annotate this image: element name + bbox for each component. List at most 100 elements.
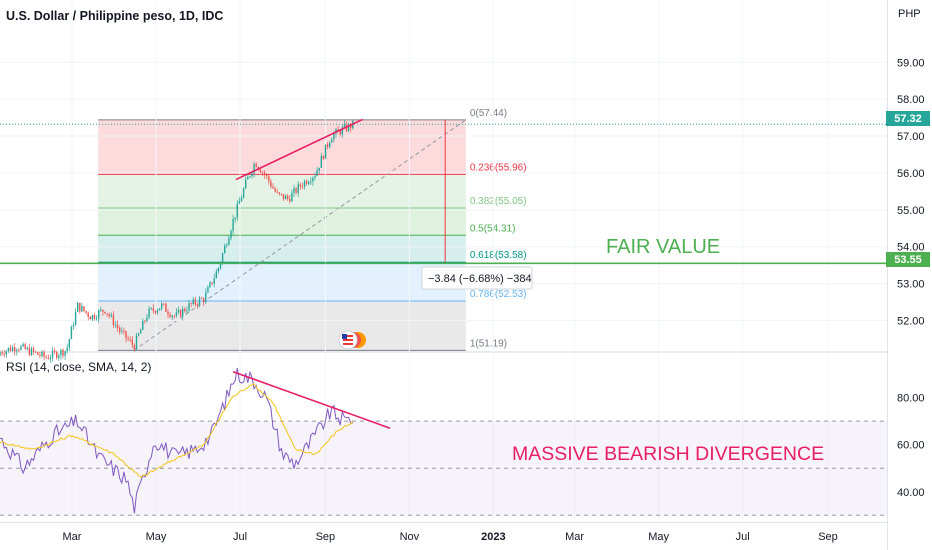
fib-zone bbox=[98, 262, 466, 301]
candle-body bbox=[5, 350, 7, 355]
fib-zone bbox=[98, 174, 466, 208]
candle-body bbox=[188, 303, 190, 311]
candle-body bbox=[135, 335, 138, 350]
candle-body bbox=[224, 245, 226, 254]
candle-body bbox=[263, 172, 266, 175]
candle-body bbox=[79, 302, 81, 312]
time-tick-label: Sep bbox=[818, 531, 838, 543]
candle-body bbox=[140, 329, 142, 334]
candle-body bbox=[234, 217, 236, 219]
candle-body bbox=[1, 352, 3, 354]
candle-body bbox=[51, 350, 54, 358]
candle-body bbox=[148, 308, 150, 318]
rsi-tick-label: 60.00 bbox=[897, 440, 925, 452]
candle-body bbox=[282, 194, 285, 200]
candle-body bbox=[221, 253, 224, 263]
rsi-divergence-trendline bbox=[232, 371, 391, 429]
price-tick-label: 54.00 bbox=[897, 242, 925, 254]
candle-body bbox=[242, 188, 245, 198]
candle-body bbox=[60, 349, 62, 356]
candle-body bbox=[102, 309, 104, 312]
fib-trend-line bbox=[133, 119, 467, 351]
candle-body bbox=[333, 133, 335, 140]
candle-body bbox=[219, 262, 222, 268]
candle-body bbox=[324, 144, 327, 159]
candle-body bbox=[20, 346, 22, 350]
candle-body bbox=[205, 292, 207, 302]
candle-body bbox=[70, 326, 73, 340]
candle-body bbox=[305, 181, 308, 185]
time-tick-label: May bbox=[146, 531, 167, 543]
candle-body bbox=[89, 316, 91, 320]
candle-body bbox=[0, 352, 1, 356]
candle-body bbox=[196, 304, 199, 306]
candle-body bbox=[347, 124, 350, 131]
time-tick-label: Jul bbox=[736, 531, 750, 543]
candle-body bbox=[64, 351, 66, 356]
candle-body bbox=[213, 278, 215, 284]
candle-body bbox=[320, 155, 322, 168]
fib-zone bbox=[98, 235, 466, 263]
candle-body bbox=[152, 308, 154, 311]
candle-body bbox=[198, 298, 201, 306]
candle-body bbox=[261, 172, 264, 174]
candle-body bbox=[329, 142, 331, 147]
candle-body bbox=[249, 176, 251, 178]
candle-body bbox=[104, 311, 106, 314]
currency-flag-icon bbox=[338, 330, 366, 350]
candle-body bbox=[194, 299, 196, 305]
fib-level-label: 0.5(54.31) bbox=[470, 223, 516, 234]
candle-body bbox=[150, 308, 152, 310]
candle-body bbox=[343, 124, 346, 128]
candle-body bbox=[173, 315, 175, 317]
candle-body bbox=[131, 339, 133, 346]
candle-body bbox=[49, 357, 52, 359]
candle-body bbox=[169, 314, 171, 317]
candle-body bbox=[236, 203, 238, 218]
candle-body bbox=[350, 124, 352, 129]
candle-body bbox=[95, 318, 98, 320]
fair-value-annotation: FAIR VALUE bbox=[606, 236, 720, 258]
candle-body bbox=[56, 351, 58, 358]
candle-body bbox=[74, 311, 77, 326]
time-tick-label: Sep bbox=[316, 531, 336, 543]
candle-body bbox=[144, 320, 146, 322]
candle-body bbox=[163, 303, 165, 305]
candle-body bbox=[247, 177, 249, 180]
candle-body bbox=[146, 317, 148, 321]
last-price-value: 57.32 bbox=[894, 113, 922, 125]
candle-body bbox=[230, 230, 232, 239]
candle-body bbox=[85, 311, 87, 313]
price-pane[interactable]: 0(57.44) 0.236(55.96) 0.382(55.05) 0.5(54.3… bbox=[0, 0, 887, 522]
candle-body bbox=[316, 170, 318, 176]
rsi-pane[interactable] bbox=[0, 368, 887, 516]
candle-body bbox=[179, 310, 182, 317]
candle-body bbox=[293, 188, 295, 193]
time-tick-label: Mar bbox=[565, 531, 584, 543]
candle-body bbox=[295, 188, 297, 193]
rsi-title: RSI (14, close, SMA, 14, 2) bbox=[6, 360, 151, 374]
candle-body bbox=[318, 167, 320, 171]
candle-body bbox=[209, 282, 211, 288]
candle-body bbox=[190, 303, 192, 304]
candle-body bbox=[30, 348, 33, 355]
candle-body bbox=[165, 303, 167, 312]
candle-body bbox=[287, 195, 289, 199]
candle-body bbox=[112, 314, 115, 326]
candle-body bbox=[83, 306, 85, 312]
candle-body bbox=[339, 130, 341, 135]
candle-body bbox=[154, 310, 157, 313]
candle-body bbox=[24, 344, 26, 350]
candle-body bbox=[41, 351, 43, 356]
candle-body bbox=[137, 333, 140, 336]
time-tick-label: May bbox=[648, 531, 669, 543]
candle-body bbox=[37, 352, 39, 355]
candle-body bbox=[100, 309, 102, 311]
price-tick-label: 52.00 bbox=[897, 315, 925, 327]
candle-body bbox=[156, 310, 159, 313]
measure-label-box bbox=[421, 266, 533, 290]
candle-body bbox=[310, 181, 312, 183]
time-tick-label: Nov bbox=[400, 531, 420, 543]
candle-body bbox=[32, 348, 35, 352]
